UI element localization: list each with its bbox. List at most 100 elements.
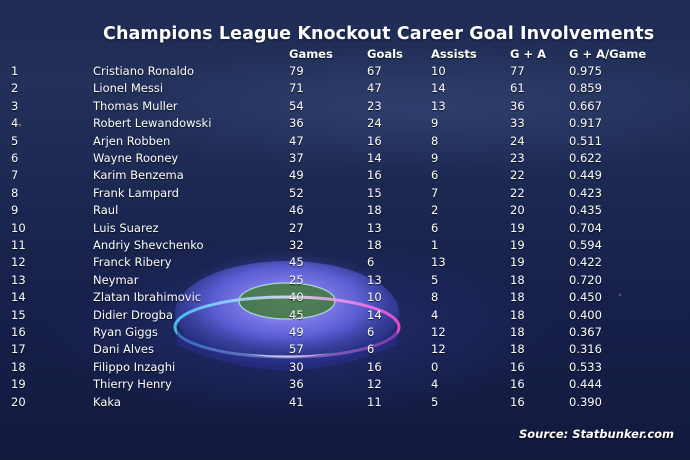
cell-assists-row-15: 4 xyxy=(431,307,439,322)
cell-player-row-7: Karim Benzema xyxy=(93,168,184,183)
cell-rank-row-17: 17 xyxy=(11,342,26,357)
cell-rank-row-16: 16 xyxy=(11,325,26,339)
cell-goals-row-15: 14 xyxy=(367,307,382,322)
cell-ga-per-game-row-16: 0.367 xyxy=(569,325,602,339)
cell-ga-row-19: 16 xyxy=(510,377,525,392)
cell-goals-row-1: 67 xyxy=(367,64,382,78)
cell-goals-row-6: 14 xyxy=(367,151,382,165)
cell-player-row-14: Zlatan Ibrahimovic xyxy=(93,290,202,305)
cell-ga-row-14: 18 xyxy=(510,290,525,305)
source-credit: Source: Statbunker.com xyxy=(519,427,675,441)
cell-assists-row-8: 7 xyxy=(431,185,439,200)
cell-ga-per-game-row-12: 0.422 xyxy=(569,255,602,270)
cell-ga-row-13: 18 xyxy=(510,272,525,287)
cell-games-row-19: 36 xyxy=(289,377,304,392)
cell-assists-row-4: 9 xyxy=(431,116,439,131)
column-header-goals: Goals xyxy=(367,47,403,61)
cell-games-row-3: 54 xyxy=(289,98,304,113)
cell-goals-row-13: 13 xyxy=(367,272,382,287)
cell-goals-row-16: 6 xyxy=(367,325,375,339)
cell-ga-per-game-row-19: 0.444 xyxy=(569,377,602,392)
cell-ga-row-11: 19 xyxy=(510,238,525,252)
cell-rank-row-14: 14 xyxy=(11,290,26,305)
cell-player-row-2: Lionel Messi xyxy=(93,81,164,96)
cell-ga-per-game-row-9: 0.435 xyxy=(569,203,602,218)
cell-rank-row-7: 7 xyxy=(11,168,19,183)
cell-player-row-6: Wayne Rooney xyxy=(93,151,179,165)
cell-assists-row-19: 4 xyxy=(431,377,439,392)
cell-player-row-20: Kaka xyxy=(93,394,121,409)
cell-assists-row-7: 6 xyxy=(431,168,439,183)
cell-ga-per-game-row-14: 0.450 xyxy=(569,290,602,305)
cell-games-row-7: 49 xyxy=(289,168,304,183)
cell-goals-row-2: 47 xyxy=(367,81,382,96)
cell-ga-row-9: 20 xyxy=(510,203,525,218)
cell-ga-row-15: 18 xyxy=(510,307,525,322)
cell-ga-row-5: 24 xyxy=(510,133,525,148)
cell-assists-row-14: 8 xyxy=(431,290,439,305)
cell-ga-row-18: 16 xyxy=(510,359,525,374)
cell-goals-row-17: 6 xyxy=(367,342,375,357)
cell-goals-row-3: 23 xyxy=(367,98,382,113)
cell-rank-row-18: 18 xyxy=(11,359,26,374)
cell-player-row-18: Filippo Inzaghi xyxy=(93,359,176,374)
cell-games-row-12: 45 xyxy=(289,255,304,270)
cell-games-row-18: 30 xyxy=(289,359,304,374)
cell-assists-row-13: 5 xyxy=(431,272,439,287)
cell-ga-row-8: 22 xyxy=(510,185,525,200)
cell-assists-row-20: 5 xyxy=(431,394,439,409)
cell-games-row-16: 49 xyxy=(289,325,304,339)
cell-ga-per-game-row-18: 0.533 xyxy=(569,359,602,374)
cell-rank-row-9: 9 xyxy=(11,203,19,218)
cell-games-row-9: 46 xyxy=(289,203,304,218)
cell-games-row-1: 79 xyxy=(289,64,304,78)
cell-player-row-9: Raul xyxy=(93,203,119,218)
cell-player-row-17: Dani Alves xyxy=(93,342,154,357)
cell-player-row-15: Didier Drogba xyxy=(93,307,174,322)
cell-goals-row-7: 16 xyxy=(367,168,382,183)
cell-rank-row-15: 15 xyxy=(11,307,26,322)
cell-assists-row-11: 1 xyxy=(431,238,439,252)
cell-rank-row-5: 5 xyxy=(11,133,19,148)
cell-assists-row-17: 12 xyxy=(431,342,446,357)
cell-ga-row-4: 33 xyxy=(510,116,525,131)
cell-assists-row-2: 14 xyxy=(431,81,446,96)
cell-ga-per-game-row-7: 0.449 xyxy=(569,168,602,183)
cell-goals-row-5: 16 xyxy=(367,133,382,148)
cell-rank-row-12: 12 xyxy=(11,255,26,270)
cell-ga-row-2: 61 xyxy=(510,81,525,96)
cell-assists-row-3: 13 xyxy=(431,98,446,113)
cell-games-row-17: 57 xyxy=(289,342,304,357)
cell-rank-row-8: 8 xyxy=(11,185,19,200)
cell-player-row-10: Luis Suarez xyxy=(93,220,159,235)
cell-ga-per-game-row-3: 0.667 xyxy=(569,98,602,113)
cell-games-row-6: 37 xyxy=(289,151,304,165)
column-header-assists: Assists xyxy=(431,47,477,61)
cell-player-row-3: Thomas Muller xyxy=(93,98,178,113)
cell-player-row-12: Franck Ribery xyxy=(93,255,172,270)
cell-games-row-15: 45 xyxy=(289,307,304,322)
cell-ga-per-game-row-1: 0.975 xyxy=(569,64,602,78)
cell-rank-row-13: 13 xyxy=(11,272,26,287)
cell-games-row-14: 40 xyxy=(289,290,304,305)
cell-ga-per-game-row-13: 0.720 xyxy=(569,272,602,287)
cell-ga-per-game-row-20: 0.390 xyxy=(569,394,602,409)
cell-goals-row-9: 18 xyxy=(367,203,382,218)
cell-goals-row-19: 12 xyxy=(367,377,382,392)
cell-rank-row-4: 4 xyxy=(11,116,19,131)
cell-player-row-8: Frank Lampard xyxy=(93,185,179,200)
cell-assists-row-12: 13 xyxy=(431,255,446,270)
cell-assists-row-10: 6 xyxy=(431,220,439,235)
cell-assists-row-16: 12 xyxy=(431,325,446,339)
cell-ga-row-12: 19 xyxy=(510,255,525,270)
cell-rank-row-20: 20 xyxy=(11,394,26,409)
cell-ga-per-game-row-4: 0.917 xyxy=(569,116,602,131)
cell-games-row-4: 36 xyxy=(289,116,304,131)
cell-games-row-10: 27 xyxy=(289,220,304,235)
cell-player-row-5: Arjen Robben xyxy=(93,133,171,148)
cell-ga-row-7: 22 xyxy=(510,168,525,183)
cell-rank-row-6: 6 xyxy=(11,151,19,165)
cell-player-row-4: Robert Lewandowski xyxy=(93,116,212,131)
stadium-illustration xyxy=(173,261,401,370)
